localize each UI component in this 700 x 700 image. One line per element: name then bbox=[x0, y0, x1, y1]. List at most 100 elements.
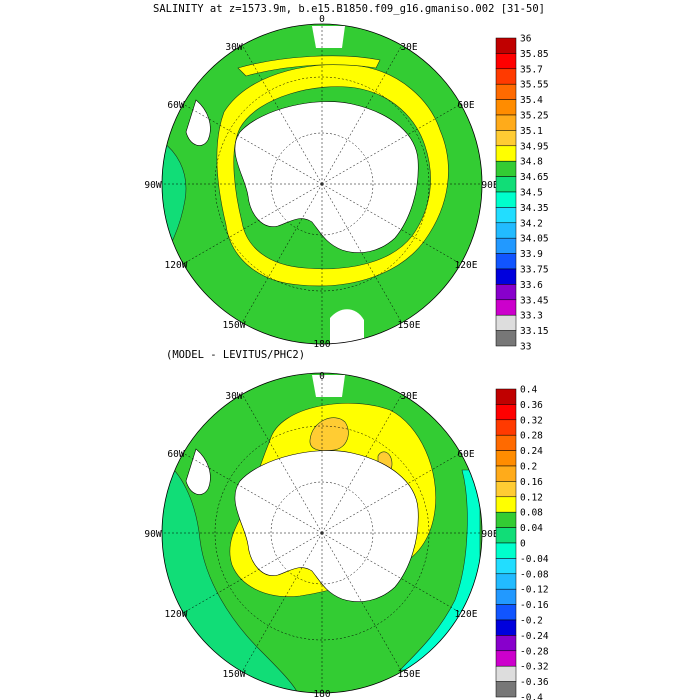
lon-label-180: 180 bbox=[313, 689, 330, 700]
lon-label-60w: 60W bbox=[167, 100, 184, 111]
salinity-colorbar-swatch bbox=[495, 237, 517, 254]
difference-colorbar-swatch bbox=[495, 404, 517, 421]
difference-colorbar-tick-label: -0.28 bbox=[520, 646, 549, 657]
salinity-colorbar-swatch bbox=[495, 176, 517, 193]
difference-colorbar-tick-label: -0.32 bbox=[520, 662, 549, 673]
difference-colorbar-swatch bbox=[495, 434, 517, 451]
antarctica-land bbox=[234, 450, 419, 602]
difference-colorbar-swatch bbox=[495, 527, 517, 544]
lon-label-0: 0 bbox=[319, 14, 325, 25]
lon-label-120w: 120W bbox=[165, 609, 188, 620]
difference-colorbar-swatch bbox=[495, 650, 517, 667]
latitude-circle-inner bbox=[270, 481, 374, 585]
lon-label-180: 180 bbox=[313, 339, 330, 350]
salinity-colorbar-swatch bbox=[495, 53, 517, 70]
difference-colorbar-swatch bbox=[495, 465, 517, 482]
lon-label-90w: 90W bbox=[144, 180, 161, 191]
difference-colorbar-tick-label: 0.08 bbox=[520, 508, 543, 519]
salinity-colorbar-tick-label: 34.65 bbox=[520, 172, 549, 183]
landmass-top-edge bbox=[312, 26, 345, 48]
lon-label-90w: 90W bbox=[144, 529, 161, 540]
salinity-yellow-band-outer bbox=[237, 55, 381, 77]
salinity-colorbar-swatch bbox=[495, 222, 517, 239]
salinity-colorbar: 36 35.85 35.7 35.55 35.4 35.25 35.1 34.95 34.8 34… bbox=[495, 34, 549, 353]
salinity-colorbar-tick-label: 33.6 bbox=[520, 280, 543, 291]
salinity-colorbar-tick-label: 34.5 bbox=[520, 188, 543, 199]
salinity-colorbar-swatch bbox=[495, 130, 517, 147]
difference-colorbar-tick-label: 0 bbox=[520, 539, 526, 550]
difference-colorbar-swatch bbox=[495, 635, 517, 652]
salinity-colorbar-swatch bbox=[495, 160, 517, 177]
salinity-colorbar-tick-label: 34.2 bbox=[520, 218, 543, 229]
salinity-colorbar-tick-label: 36 bbox=[520, 34, 532, 45]
salinity-colorbar-swatch bbox=[495, 268, 517, 285]
lon-label-30e: 30E bbox=[400, 391, 417, 402]
salinity-colorbar-swatch bbox=[495, 37, 517, 54]
lon-label-120w: 120W bbox=[165, 260, 188, 271]
lon-label-30e: 30E bbox=[400, 42, 417, 53]
lon-label-150e: 150E bbox=[398, 669, 421, 680]
top-salinity-map: 0 30E 60E 90E 120E 150E 180 150W 120W 90… bbox=[144, 14, 548, 353]
lon-label-60e: 60E bbox=[457, 449, 474, 460]
salinity-colorbar-swatch bbox=[495, 83, 517, 100]
difference-colorbar-swatch bbox=[495, 542, 517, 559]
lon-label-30w: 30W bbox=[225, 42, 242, 53]
salinity-colorbar-swatch bbox=[495, 253, 517, 270]
difference-colorbar-tick-label: 0.32 bbox=[520, 415, 543, 426]
map-boundary-circle bbox=[161, 23, 483, 345]
salinity-colorbar-swatch bbox=[495, 68, 517, 85]
map-boundary-circle bbox=[161, 372, 483, 694]
meridian-lines bbox=[162, 24, 482, 344]
salinity-colorbar-swatch bbox=[495, 99, 517, 116]
salinity-colorbar-swatch bbox=[495, 191, 517, 208]
figure-title: SALINITY at z=1573.9m, b.e15.B1850.f09_g… bbox=[153, 3, 545, 15]
difference-colorbar-tick-label: 0.24 bbox=[520, 446, 543, 457]
landmass-top-edge bbox=[312, 375, 345, 397]
difference-colorbar-tick-label: -0.4 bbox=[520, 693, 543, 700]
difference-colorbar-tick-label: -0.08 bbox=[520, 569, 549, 580]
salinity-colorbar-swatch bbox=[495, 145, 517, 162]
salinity-colorbar-tick-label: 33 bbox=[520, 342, 531, 353]
difference-colorbar-tick-label: 0.4 bbox=[520, 385, 537, 396]
difference-colorbar-tick-label: 0.28 bbox=[520, 431, 543, 442]
longitude-labels: 0 30E 60E 90E 120E 150E 180 150W 120W 90… bbox=[144, 371, 498, 700]
latitude-circle-middle bbox=[214, 425, 430, 641]
difference-colorbar-swatch bbox=[495, 558, 517, 575]
difference-colorbar-swatch bbox=[495, 511, 517, 528]
salinity-colorbar-tick-label: 35.25 bbox=[520, 111, 549, 122]
difference-colorbar-swatch bbox=[495, 619, 517, 636]
difference-colorbar-tick-label: -0.24 bbox=[520, 631, 549, 642]
latitude-circle-middle bbox=[214, 76, 430, 292]
difference-colorbar-swatch bbox=[495, 388, 517, 405]
difference-colorbar-swatch bbox=[495, 681, 517, 698]
lon-label-150e: 150E bbox=[398, 320, 421, 331]
difference-colorbar-swatch bbox=[495, 604, 517, 621]
lon-label-150w: 150W bbox=[223, 669, 246, 680]
difference-colorbar-tick-label: 0.04 bbox=[520, 523, 543, 534]
salinity-colorbar-swatch bbox=[495, 330, 517, 347]
difference-colorbar-swatch bbox=[495, 481, 517, 498]
landmass-left-edge bbox=[185, 99, 211, 146]
difference-colorbar: 0.4 0.36 0.32 0.28 0.24 0.2 0.16 0.12 0.08 0.04 0 -… bbox=[495, 385, 549, 700]
difference-colorbar-tick-label: -0.36 bbox=[520, 677, 549, 688]
meridian-lines bbox=[162, 373, 482, 693]
salinity-colorbar-swatch bbox=[495, 299, 517, 316]
salinity-colorbar-tick-label: 33.45 bbox=[520, 295, 549, 306]
lon-label-30w: 30W bbox=[225, 391, 242, 402]
lon-label-60e: 60E bbox=[457, 100, 474, 111]
salinity-colorbar-tick-label: 33.75 bbox=[520, 265, 549, 276]
difference-colorbar-swatch bbox=[495, 419, 517, 436]
salinity-colorbar-tick-label: 33.3 bbox=[520, 311, 543, 322]
lon-label-0: 0 bbox=[319, 371, 325, 382]
landmass-left-edge bbox=[185, 448, 211, 495]
difference-colorbar-tick-label: -0.2 bbox=[520, 616, 543, 627]
difference-colorbar-tick-label: 0.16 bbox=[520, 477, 543, 488]
salinity-colorbar-tick-label: 35.55 bbox=[520, 80, 549, 91]
difference-colorbar-swatch bbox=[495, 573, 517, 590]
difference-colorbar-tick-label: -0.12 bbox=[520, 585, 549, 596]
figure-subtitle: (MODEL - LEVITUS/PHC2) bbox=[166, 349, 305, 361]
lon-label-120e: 120E bbox=[455, 260, 478, 271]
landmass-bottom-edge bbox=[330, 309, 364, 344]
difference-colorbar-swatch bbox=[495, 588, 517, 605]
